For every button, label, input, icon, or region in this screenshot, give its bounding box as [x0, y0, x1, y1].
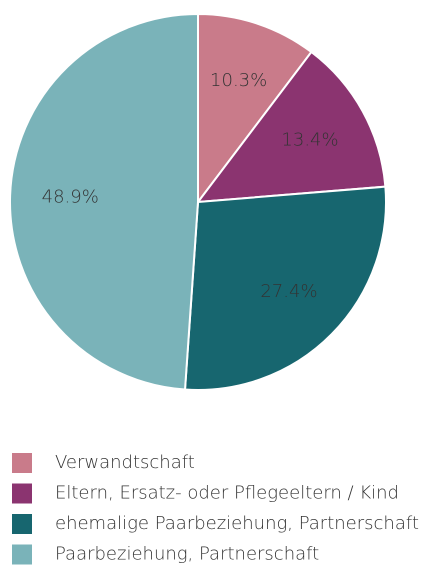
- pie-slice: [183, 185, 387, 391]
- data-label: 27.4%: [260, 281, 317, 302]
- legend-swatch: [12, 544, 32, 565]
- pie-slice: [9, 12, 199, 391]
- legend-label: Paarbeziehung, Partnerschaft: [55, 544, 319, 565]
- data-label: 13.4%: [281, 129, 338, 150]
- data-label: 10.3%: [210, 70, 267, 91]
- legend-swatch: [12, 453, 32, 473]
- pie-slice: [195, 50, 387, 204]
- legend-swatch: [12, 514, 32, 534]
- pie-slice: [197, 12, 313, 205]
- legend-label: Verwandtschaft: [55, 452, 195, 473]
- data-label: 48.9%: [42, 187, 99, 208]
- legend-label: Eltern, Ersatz- oder Pflegeeltern / Kind: [55, 483, 399, 504]
- legend-swatch: [12, 483, 32, 504]
- legend-label: ehemalige Paarbeziehung, Partnerschaft: [55, 513, 419, 534]
